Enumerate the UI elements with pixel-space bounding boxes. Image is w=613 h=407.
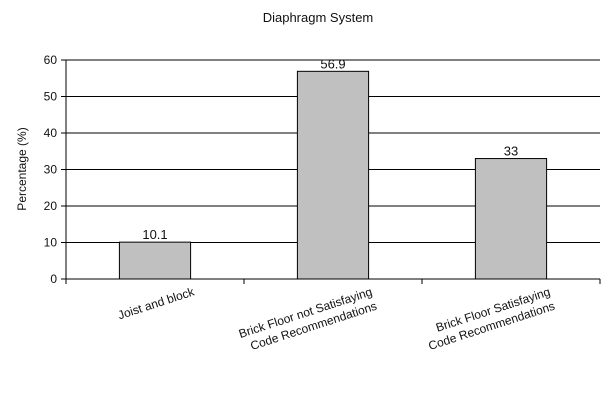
x-tick-label: Brick Floor SatisfayingCode Recommendati… xyxy=(422,285,557,353)
x-tick-label-line: Joist and block xyxy=(116,284,197,322)
y-axis-label: Percentage (%) xyxy=(15,127,29,210)
y-tick-label: 20 xyxy=(44,199,58,213)
bars xyxy=(118,70,548,280)
y-tick-label: 60 xyxy=(44,53,58,67)
data-label: 10.1 xyxy=(142,227,167,242)
bar xyxy=(118,241,192,280)
x-tick-label: Brick Floor not SatisfayingCode Recommen… xyxy=(237,285,379,356)
bar xyxy=(296,70,370,280)
x-tick-label: Joist and block xyxy=(116,284,197,322)
data-label: 56.9 xyxy=(320,56,345,71)
y-tick-label: 30 xyxy=(44,163,58,177)
y-tick-label: 40 xyxy=(44,126,58,140)
y-tick-label: 10 xyxy=(44,236,58,250)
chart-title: Diaphragm System xyxy=(263,10,374,25)
y-ticks: 0 10 20 30 40 50 60 xyxy=(44,53,66,286)
data-labels: 10.1 56.9 33 xyxy=(142,56,518,242)
data-label: 33 xyxy=(504,144,518,159)
bar xyxy=(474,158,548,280)
y-tick-label: 50 xyxy=(44,90,58,104)
y-tick-label: 0 xyxy=(50,272,57,286)
x-ticks xyxy=(65,279,601,284)
category-labels: Joist and block Brick Floor not Satisfayi… xyxy=(116,284,557,356)
